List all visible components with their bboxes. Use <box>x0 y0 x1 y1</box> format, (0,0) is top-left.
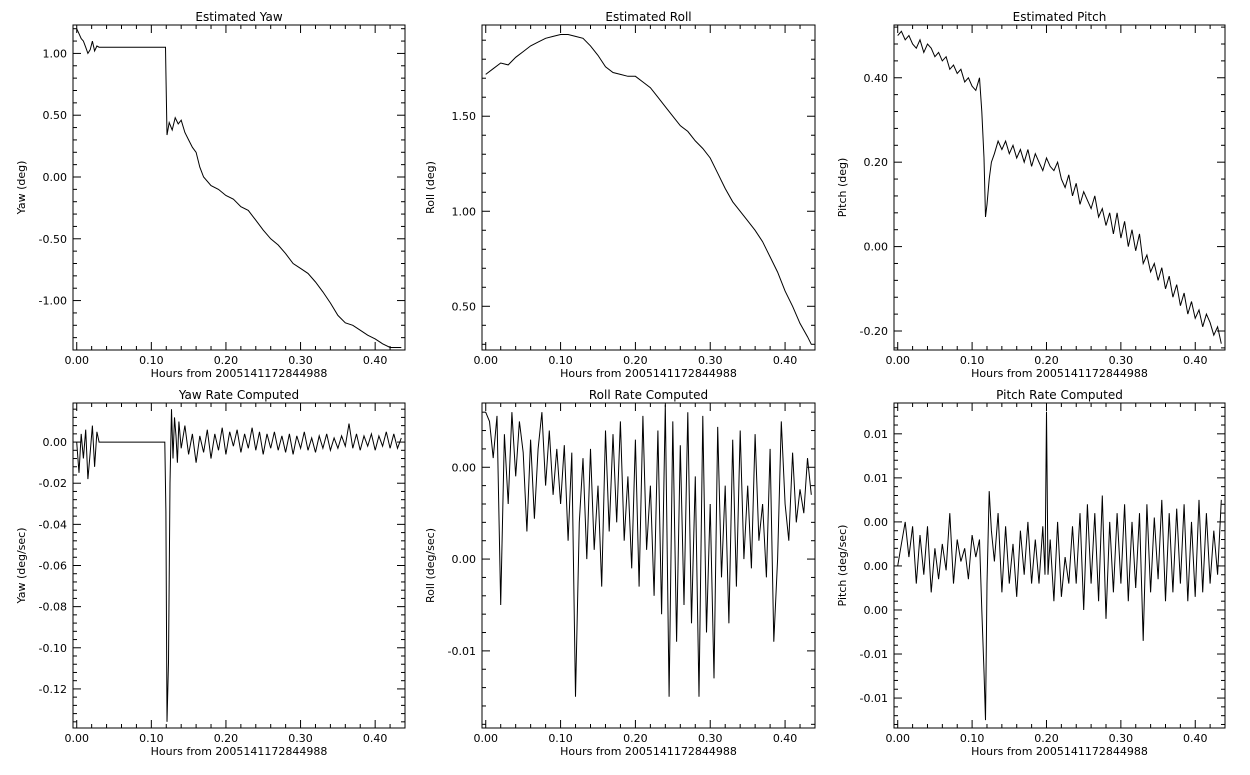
estimated-pitch-y-tick-label: 0.00 <box>864 241 889 254</box>
roll-rate-computed-y-axis-label: Roll (deg/sec) <box>424 528 437 603</box>
yaw-rate-computed-x-tick-label: 0.00 <box>64 732 89 745</box>
pitch-rate-computed-x-tick-label: 0.20 <box>1034 732 1059 745</box>
roll-rate-computed-x-axis-label: Hours from 2005141172844988 <box>560 745 737 758</box>
yaw-rate-computed-x-tick-label: 0.20 <box>214 732 239 745</box>
estimated-roll-x-axis-label: Hours from 2005141172844988 <box>560 367 737 380</box>
pitch-rate-computed-title: Pitch Rate Computed <box>996 388 1123 402</box>
estimated-pitch-x-tick-label: 0.30 <box>1109 354 1134 367</box>
yaw-rate-computed-x-axis-label: Hours from 2005141172844988 <box>151 745 328 758</box>
estimated-yaw-x-tick-label: 0.30 <box>288 354 313 367</box>
roll-rate-computed-chart: Roll Rate Computed 0.00 0.10 0.20 0.30 0.40 -0… <box>424 388 816 758</box>
estimated-pitch-title: Estimated Pitch <box>1013 10 1107 24</box>
estimated-roll-y-axis-label: Roll (deg) <box>424 161 437 214</box>
roll-rate-computed-x-tick-label: 0.30 <box>698 732 723 745</box>
yaw-rate-computed-y-axis-label: Yaw (deg/sec) <box>15 527 28 604</box>
estimated-pitch-x-tick-label: 0.40 <box>1183 354 1208 367</box>
estimated-roll-x-tick-label: 0.10 <box>548 354 573 367</box>
estimated-roll-x-tick-label: 0.00 <box>473 354 498 367</box>
estimated-yaw-y-tick-label: -0.50 <box>39 233 67 246</box>
pitch-rate-computed-y-tick-label: 0.00 <box>864 516 889 529</box>
yaw-rate-computed-title: Yaw Rate Computed <box>178 388 299 402</box>
estimated-roll-y-tick-label: 0.50 <box>452 300 477 313</box>
pitch-rate-computed-y-tick-label: 0.01 <box>864 428 889 441</box>
pitch-rate-computed-y-tick-label: -0.01 <box>860 648 888 661</box>
roll-rate-computed-title: Roll Rate Computed <box>589 388 708 402</box>
estimated-yaw-series-line <box>76 28 402 348</box>
roll-rate-computed-x-tick-label: 0.40 <box>773 732 798 745</box>
estimated-yaw-x-tick-label: 0.20 <box>214 354 239 367</box>
pitch-rate-computed-x-tick-label: 0.30 <box>1109 732 1134 745</box>
yaw-rate-computed-plot-frame <box>72 402 406 729</box>
estimated-pitch-plot-frame <box>893 24 1226 351</box>
estimated-yaw-y-tick-label: 1.00 <box>43 47 68 60</box>
estimated-yaw-y-axis-label: Yaw (deg) <box>15 161 28 216</box>
yaw-rate-computed-y-tick-label: -0.12 <box>39 683 67 696</box>
yaw-rate-computed-y-tick-label: -0.08 <box>39 601 67 614</box>
pitch-rate-computed-y-tick-label: 0.00 <box>864 604 889 617</box>
estimated-yaw-y-tick-label: -1.00 <box>39 295 67 308</box>
pitch-rate-computed-chart: Pitch Rate Computed 0.00 0.10 0.20 0.30 0.40 -… <box>836 388 1226 758</box>
pitch-rate-computed-x-tick-label: 0.00 <box>885 732 910 745</box>
pitch-rate-computed-x-axis-label: Hours from 2005141172844988 <box>971 745 1148 758</box>
yaw-rate-computed-x-tick-label: 0.40 <box>363 732 388 745</box>
estimated-pitch-y-tick-label: -0.20 <box>860 325 888 338</box>
roll-rate-computed-y-tick-label: -0.01 <box>448 645 476 658</box>
estimated-pitch-series-line <box>897 30 1222 344</box>
roll-rate-computed-x-tick-label: 0.20 <box>623 732 648 745</box>
estimated-pitch-x-tick-label: 0.00 <box>885 354 910 367</box>
estimated-yaw-plot-frame <box>72 24 406 351</box>
estimated-yaw-x-axis-label: Hours from 2005141172844988 <box>151 367 328 380</box>
estimated-pitch-y-axis-label: Pitch (deg) <box>836 158 849 218</box>
estimated-roll-y-tick-label: 1.50 <box>452 110 477 123</box>
yaw-rate-computed-y-tick-label: -0.02 <box>39 477 67 490</box>
estimated-yaw-chart: Estimated Yaw 0.00 0.10 0.20 0.30 0.40 -1.00 -0… <box>15 10 406 380</box>
estimated-roll-series-line <box>485 34 812 345</box>
yaw-rate-computed-series-line <box>76 409 402 722</box>
pitch-rate-computed-series-line <box>897 411 1222 721</box>
pitch-rate-computed-x-tick-label: 0.40 <box>1183 732 1208 745</box>
roll-rate-computed-series-line <box>485 404 812 697</box>
pitch-rate-computed-x-tick-label: 0.10 <box>960 732 985 745</box>
estimated-yaw-x-tick-label: 0.40 <box>363 354 388 367</box>
yaw-rate-computed-x-tick-label: 0.10 <box>139 732 164 745</box>
estimated-pitch-x-axis-label: Hours from 2005141172844988 <box>971 367 1148 380</box>
estimated-yaw-x-tick-label: 0.00 <box>64 354 89 367</box>
estimated-pitch-y-tick-label: 0.40 <box>864 72 889 85</box>
estimated-roll-y-tick-label: 1.00 <box>452 205 477 218</box>
pitch-rate-computed-y-tick-label: 0.00 <box>864 560 889 573</box>
roll-rate-computed-x-tick-label: 0.10 <box>548 732 573 745</box>
yaw-rate-computed-chart: Yaw Rate Computed 0.00 0.10 0.20 0.30 0.40 -0.… <box>15 388 406 758</box>
pitch-rate-computed-y-tick-label: -0.01 <box>860 692 888 705</box>
roll-rate-computed-y-tick-label: 0.00 <box>452 461 477 474</box>
estimated-pitch-chart: Estimated Pitch 0.00 0.10 0.20 0.30 0.40 -0.20… <box>836 10 1226 380</box>
yaw-rate-computed-y-tick-label: -0.04 <box>39 518 67 531</box>
estimated-roll-plot-frame <box>481 24 816 351</box>
yaw-rate-computed-y-tick-label: -0.06 <box>39 560 67 573</box>
pitch-rate-computed-y-axis-label: Pitch (deg/sec) <box>836 525 849 607</box>
estimated-yaw-y-tick-label: 0.50 <box>43 109 68 122</box>
estimated-yaw-y-tick-label: 0.00 <box>43 171 68 184</box>
estimated-yaw-x-tick-label: 0.10 <box>139 354 164 367</box>
yaw-rate-computed-y-tick-label: 0.00 <box>43 436 68 449</box>
estimated-roll-x-tick-label: 0.20 <box>623 354 648 367</box>
estimated-pitch-x-tick-label: 0.10 <box>960 354 985 367</box>
roll-rate-computed-plot-frame <box>481 402 816 729</box>
yaw-rate-computed-x-tick-label: 0.30 <box>288 732 313 745</box>
yaw-rate-computed-y-tick-label: -0.10 <box>39 642 67 655</box>
roll-rate-computed-y-tick-label: 0.00 <box>452 553 477 566</box>
estimated-roll-x-tick-label: 0.40 <box>773 354 798 367</box>
estimated-pitch-x-tick-label: 0.20 <box>1034 354 1059 367</box>
pitch-rate-computed-y-tick-label: 0.01 <box>864 472 889 485</box>
estimated-roll-chart: Estimated Roll 0.00 0.10 0.20 0.30 0.40 0.50 1.… <box>424 10 816 380</box>
estimated-roll-title: Estimated Roll <box>605 10 691 24</box>
estimated-roll-x-tick-label: 0.30 <box>698 354 723 367</box>
roll-rate-computed-x-tick-label: 0.00 <box>473 732 498 745</box>
estimated-pitch-y-tick-label: 0.20 <box>864 156 889 169</box>
estimated-yaw-title: Estimated Yaw <box>195 10 282 24</box>
